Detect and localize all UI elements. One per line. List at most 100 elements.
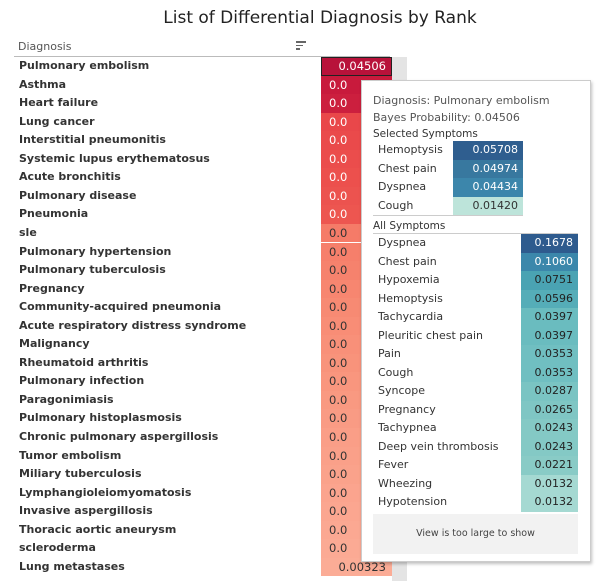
table-row[interactable]: Invasive aspergillosis 0.0 bbox=[0, 502, 392, 521]
table-row[interactable]: Lung metastases 0.00323 bbox=[0, 557, 392, 577]
table-row[interactable]: Rheumatoid arthritis 0.0 bbox=[0, 353, 392, 373]
table-row[interactable]: Acute bronchitis 0.0 bbox=[0, 168, 392, 187]
symptom-row: Chest pain 0.04974 bbox=[373, 159, 523, 178]
symptom-row: Cough 0.0353 bbox=[373, 363, 578, 382]
symptom-value: 0.0265 bbox=[534, 402, 574, 416]
probability-value: 0.0 bbox=[329, 541, 348, 556]
table-row[interactable]: Miliary tuberculosis 0.0 bbox=[0, 465, 392, 484]
symptom-value-cell: 0.0221 bbox=[521, 456, 578, 475]
probability-value: 0.0 bbox=[329, 96, 348, 111]
probability-value: 0.0 bbox=[329, 281, 348, 296]
diagnosis-name: Community-acquired pneumonia bbox=[19, 300, 222, 314]
table-row[interactable]: Paragonimiasis 0.0 bbox=[0, 390, 392, 410]
probability-value: 0.0 bbox=[329, 188, 348, 203]
symptom-name: Chest pain bbox=[378, 161, 437, 175]
symptom-value-cell: 0.0353 bbox=[521, 345, 578, 364]
probability-value: 0.0 bbox=[329, 448, 348, 463]
table-row[interactable]: Thoracic aortic aneurysm 0.0 bbox=[0, 520, 392, 540]
symptom-value-cell: 0.0132 bbox=[521, 493, 578, 512]
tooltip: Diagnosis: Pulmonary embolism Bayes Prob… bbox=[361, 80, 591, 562]
symptom-name: Deep vein thrombosis bbox=[378, 439, 499, 453]
table-row[interactable]: Malignancy 0.0 bbox=[0, 335, 392, 354]
probability-value: 0.0 bbox=[329, 114, 348, 129]
table-row[interactable]: Lymphangioleiomyomatosis 0.0 bbox=[0, 483, 392, 503]
diagnosis-name: Lung cancer bbox=[19, 114, 95, 128]
symptom-value-cell: 0.0596 bbox=[521, 289, 578, 308]
symptom-row: Deep vein thrombosis 0.0243 bbox=[373, 437, 578, 456]
probability-cell[interactable]: 0.00323 bbox=[321, 557, 392, 577]
probability-value: 0.0 bbox=[329, 485, 348, 500]
diagnosis-name: Pulmonary tuberculosis bbox=[19, 263, 166, 277]
probability-value: 0.0 bbox=[329, 337, 348, 352]
probability-value: 0.00323 bbox=[338, 559, 386, 574]
symptom-row: Pregnancy 0.0265 bbox=[373, 400, 578, 419]
table-row[interactable]: Pregnancy 0.0 bbox=[0, 279, 392, 299]
table-row[interactable]: Pulmonary hypertension 0.0 bbox=[0, 242, 392, 261]
symptom-value-cell: 0.01420 bbox=[453, 196, 523, 215]
table-row[interactable]: Lung cancer 0.0 bbox=[0, 112, 392, 132]
symptom-value: 0.05708 bbox=[472, 143, 519, 156]
probability-value: 0.0 bbox=[329, 77, 348, 92]
symptom-row: Pleuritic chest pain 0.0397 bbox=[373, 326, 578, 345]
table-row[interactable]: Pulmonary tuberculosis 0.0 bbox=[0, 261, 392, 280]
probability-value: 0.0 bbox=[329, 467, 348, 482]
symptom-value: 0.0221 bbox=[534, 458, 574, 471]
diagnosis-name: Invasive aspergillosis bbox=[19, 504, 153, 518]
diagnosis-name: Miliary tuberculosis bbox=[19, 467, 142, 481]
table-row[interactable]: Chronic pulmonary aspergillosis 0.0 bbox=[0, 428, 392, 447]
diagnosis-name: Acute bronchitis bbox=[19, 170, 121, 184]
diagnosis-name: Pregnancy bbox=[19, 281, 85, 295]
symptom-value: 0.0751 bbox=[534, 273, 574, 286]
table-row[interactable]: Systemic lupus erythematosus 0.0 bbox=[0, 149, 392, 169]
all-symptoms-title: All Symptoms bbox=[373, 220, 446, 232]
symptom-row: Tachypnea 0.0243 bbox=[373, 419, 578, 438]
probability-value: 0.0 bbox=[329, 504, 348, 519]
table-row[interactable]: Acute respiratory distress syndrome 0.0 bbox=[0, 316, 392, 336]
probability-value: 0.0 bbox=[329, 318, 348, 333]
table-row[interactable]: Pulmonary histoplasmosis 0.0 bbox=[0, 409, 392, 428]
table-row[interactable]: Pulmonary infection 0.0 bbox=[0, 372, 392, 391]
symptom-value: 0.0287 bbox=[534, 384, 574, 397]
diagnosis-column-header[interactable]: Diagnosis bbox=[18, 40, 72, 53]
probability-value: 0.0 bbox=[329, 244, 348, 259]
sort-icon[interactable] bbox=[296, 41, 306, 52]
diagnosis-name: Systemic lupus erythematosus bbox=[19, 151, 210, 165]
symptom-value-cell: 0.0243 bbox=[521, 437, 578, 456]
symptom-row: Wheezing 0.0132 bbox=[373, 474, 578, 493]
tooltip-diagnosis: Diagnosis: Pulmonary embolism bbox=[373, 94, 550, 107]
symptom-value: 0.04434 bbox=[472, 180, 519, 193]
probability-cell[interactable]: 0.04506 bbox=[321, 57, 392, 76]
table-row[interactable]: Interstitial pneumonitis 0.0 bbox=[0, 131, 392, 150]
table-row[interactable]: sle 0.0 bbox=[0, 223, 392, 243]
table-row[interactable]: Pulmonary embolism 0.04506 bbox=[0, 57, 392, 76]
symptom-value: 0.04974 bbox=[472, 161, 519, 175]
probability-value: 0.0 bbox=[329, 263, 348, 278]
symptom-name: Pleuritic chest pain bbox=[378, 328, 483, 342]
table-row[interactable]: Heart failure 0.0 bbox=[0, 94, 392, 113]
probability-value: 0.0 bbox=[329, 355, 348, 370]
table-row[interactable]: Asthma 0.0 bbox=[0, 75, 392, 95]
symptom-name: Hemoptysis bbox=[378, 143, 443, 156]
table-row[interactable]: Pneumonia 0.0 bbox=[0, 205, 392, 224]
symptom-value-cell: 0.0265 bbox=[521, 400, 578, 419]
symptom-row: Fever 0.0221 bbox=[373, 456, 578, 475]
table-row[interactable]: Tumor embolism 0.0 bbox=[0, 446, 392, 466]
diagnosis-name: Pulmonary hypertension bbox=[19, 244, 172, 258]
table-row[interactable]: Pulmonary disease 0.0 bbox=[0, 186, 392, 206]
symptom-row: Dyspnea 0.1678 bbox=[373, 234, 578, 253]
diagnosis-name: Pulmonary histoplasmosis bbox=[19, 411, 182, 425]
symptom-row: Hemoptysis 0.0596 bbox=[373, 289, 578, 308]
table-row[interactable]: scleroderma 0.0 bbox=[0, 539, 392, 558]
symptom-value-cell: 0.0751 bbox=[521, 271, 578, 290]
symptom-value-cell: 0.0243 bbox=[521, 419, 578, 438]
table-row[interactable]: Community-acquired pneumonia 0.0 bbox=[0, 298, 392, 317]
symptom-row: Hemoptysis 0.05708 bbox=[373, 141, 523, 160]
symptom-value-cell: 0.0132 bbox=[521, 474, 578, 493]
symptom-name: Pregnancy bbox=[378, 402, 436, 416]
symptom-value-cell: 0.0397 bbox=[521, 308, 578, 327]
symptom-name: Tachycardia bbox=[378, 310, 444, 323]
symptom-value: 0.0353 bbox=[534, 347, 574, 360]
symptom-value: 0.0243 bbox=[534, 439, 574, 453]
diagnosis-name: Lung metastases bbox=[19, 559, 125, 573]
divider bbox=[373, 215, 523, 216]
